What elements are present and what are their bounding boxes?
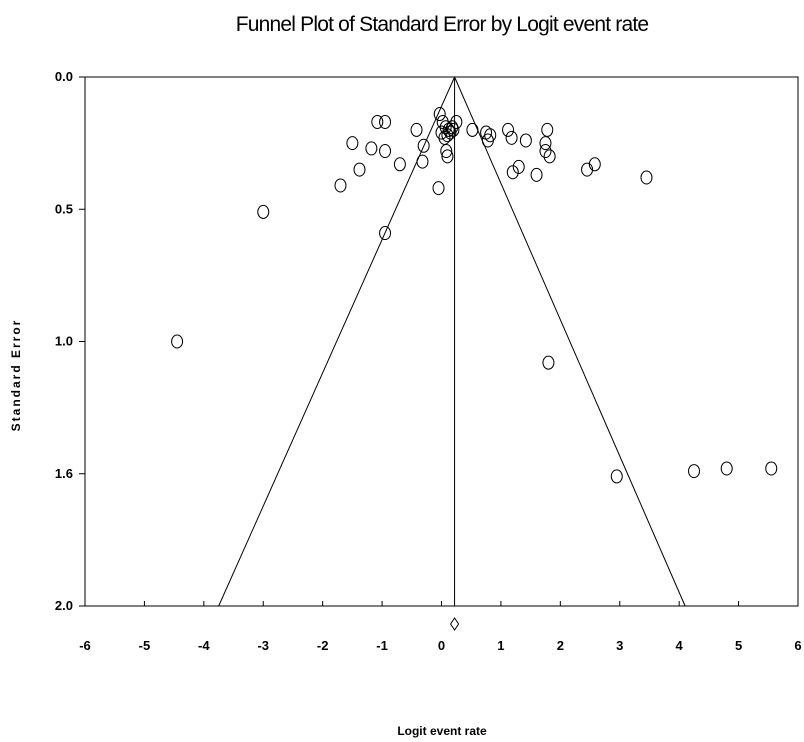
x-tick-label: 4 [676,638,684,653]
x-tick-label: 1 [497,638,504,653]
study-point [440,144,453,159]
study-point [581,162,594,177]
study-point [640,170,653,185]
x-tick-label: -5 [139,638,151,653]
study-point [257,204,270,219]
x-tick-label: -4 [198,638,210,653]
study-point [441,149,454,164]
study-point [502,122,515,137]
study-point [610,469,623,484]
study-point [484,128,497,143]
study-point [450,114,463,129]
study-point [417,138,430,153]
funnel-right-line [454,76,686,607]
study-point [542,355,555,370]
chart-title: Funnel Plot of Standard Error by Logit e… [236,13,649,36]
study-point [466,122,479,137]
y-axis: 0.0 0.5 1.0 1.6 2.0 [55,69,85,613]
study-point [506,165,519,180]
study-point [438,130,451,145]
x-tick-label: -1 [376,638,388,653]
funnel-lines [218,76,686,607]
summary-marker [449,617,460,631]
study-point [439,120,452,135]
study-point [393,157,406,172]
study-point [539,136,552,151]
study-point [441,128,454,143]
y-tick-label: 0.0 [55,69,73,84]
study-point [541,122,554,137]
summary-diamond [449,617,460,631]
y-tick-label: 1.0 [55,334,73,349]
study-point [444,125,457,140]
study-point [353,162,366,177]
study-point [334,178,347,193]
study-point [530,167,543,182]
y-axis-label: Standard Error [9,319,23,432]
x-tick-label: 6 [794,638,801,653]
study-point [410,122,423,137]
x-tick-label: 0 [438,638,445,653]
x-tick-label: 2 [557,638,564,653]
x-tick-label: 3 [616,638,623,653]
data-points [171,107,778,484]
study-point [416,154,429,169]
study-point [720,461,733,476]
study-point [543,149,556,164]
funnel-left-line [218,76,456,607]
x-tick-label: -2 [317,638,329,653]
study-point [688,464,701,479]
study-point [379,226,392,241]
study-point [480,125,493,140]
x-tick-label: -3 [257,638,269,653]
study-point [379,114,392,129]
study-point [447,122,460,137]
study-point [512,159,525,174]
study-point [765,461,778,476]
study-point [371,114,384,129]
x-axis: -6 -5 -4 -3 -2 -1 0 1 2 3 4 5 6 [79,601,802,653]
study-point [365,141,378,156]
study-point [442,122,455,137]
study-point [171,334,184,349]
x-tick-label: -6 [79,638,91,653]
study-point [433,107,446,122]
study-point [588,157,601,172]
study-point [519,133,532,148]
x-tick-label: 5 [735,638,742,653]
study-point [346,136,359,151]
x-axis-label: Logit event rate [397,724,487,738]
y-tick-label: 0.5 [55,201,73,216]
y-tick-label: 2.0 [55,598,73,613]
study-point [379,144,392,159]
study-point [539,144,552,159]
study-point [505,130,518,145]
study-point [481,133,494,148]
study-point [432,181,445,196]
y-tick-label: 1.6 [55,466,73,481]
